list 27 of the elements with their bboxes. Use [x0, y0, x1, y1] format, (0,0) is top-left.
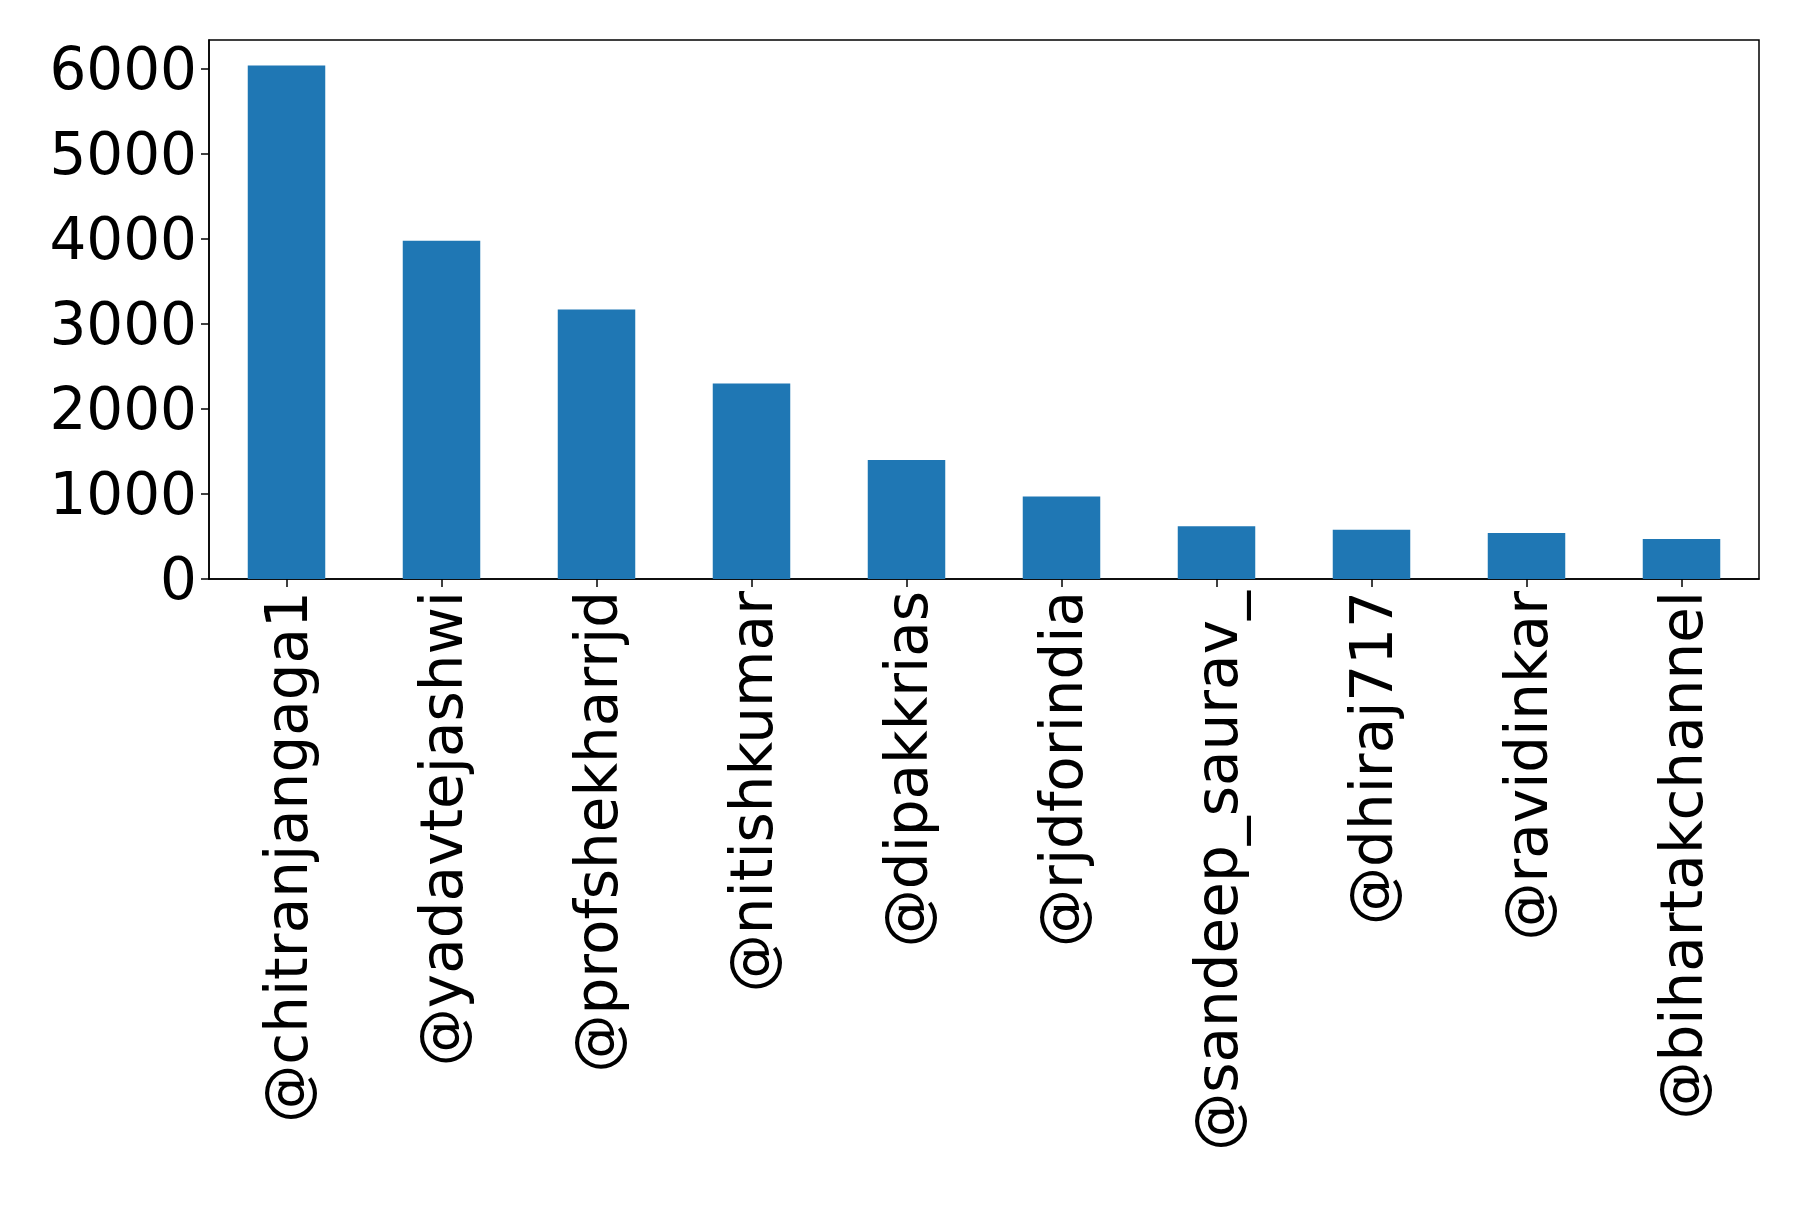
x-tick-label: @chitranjangaga1 — [252, 591, 321, 1123]
bar — [402, 240, 481, 579]
bar — [867, 459, 946, 579]
bar — [1642, 539, 1721, 579]
bar — [247, 65, 326, 579]
x-tick-label: @yadavtejashwi — [407, 591, 476, 1067]
x-tick-label: @dipakkrias — [872, 591, 941, 948]
y-tick-label: 3000 — [49, 289, 197, 358]
bar — [712, 383, 791, 579]
y-tick-label: 4000 — [49, 204, 197, 273]
y-tick-label: 2000 — [49, 374, 197, 443]
y-tick-label: 6000 — [49, 34, 197, 103]
bar — [557, 309, 636, 579]
bar — [1177, 526, 1256, 579]
x-tick-label: @sandeep_saurav_ — [1182, 590, 1251, 1151]
x-tick-label: @nitishkumar — [717, 590, 786, 993]
x-tick-label: @profshekharrjd — [562, 591, 631, 1073]
y-tick-label: 1000 — [49, 459, 197, 528]
bar — [1332, 529, 1411, 579]
y-tick-label: 0 — [160, 545, 197, 613]
y-tick-label: 5000 — [49, 119, 197, 188]
x-tick-label: @bihartakchannel — [1647, 591, 1716, 1120]
x-tick-label: @dhiraj717 — [1337, 591, 1406, 925]
bar — [1022, 496, 1101, 579]
x-tick-label: @rjdforindia — [1027, 591, 1096, 947]
bar — [1487, 533, 1566, 579]
x-tick-label: @ravidinkar — [1492, 590, 1561, 941]
